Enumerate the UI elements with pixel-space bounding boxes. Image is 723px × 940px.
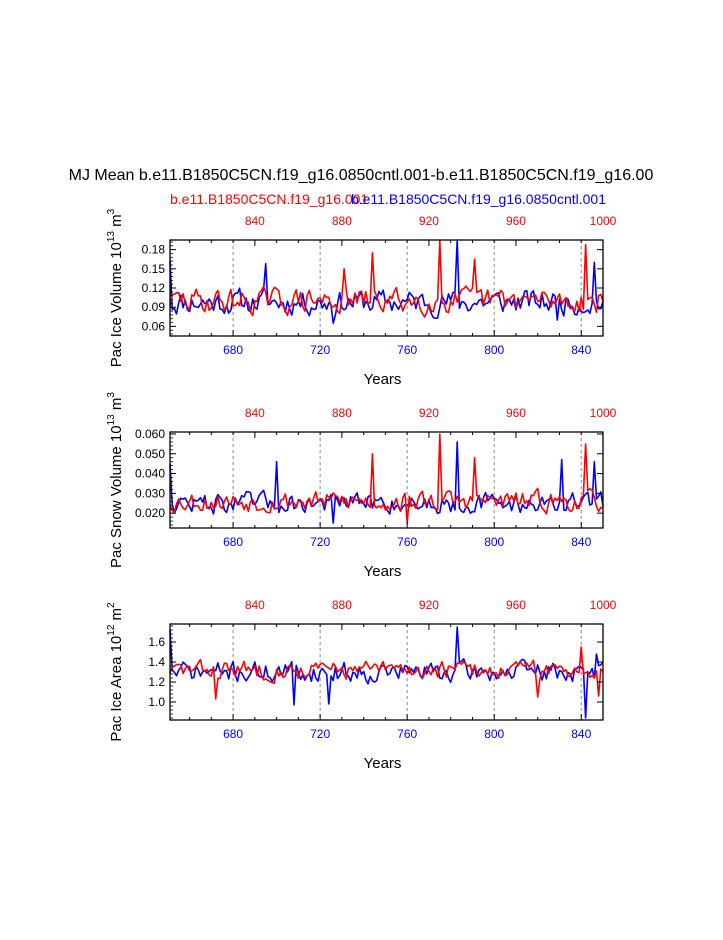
series-line-red <box>169 239 604 318</box>
y-axis-title-text: Pac Ice Area 10 <box>108 636 125 742</box>
x-tick-label-top: 1000 <box>590 406 617 420</box>
y-tick-label: 1.0 <box>148 695 165 709</box>
y-tick-label: 0.020 <box>135 506 165 520</box>
x-tick-label-top: 840 <box>245 598 265 612</box>
y-tick-label: 0.12 <box>142 281 166 295</box>
series-line-red <box>169 433 604 524</box>
x-tick-label-top: 960 <box>506 214 526 228</box>
x-tick-label-bottom: 800 <box>484 343 504 357</box>
x-tick-label-bottom: 720 <box>310 535 330 549</box>
y-tick-label: 1.6 <box>148 635 165 649</box>
legend-blue-label: b.e11.B1850C5CN.f19_g16.0850cntl.001 <box>351 191 606 207</box>
x-tick-label-top: 1000 <box>590 598 617 612</box>
x-tick-label-bottom: 680 <box>223 535 243 549</box>
y-axis-title-unit-exp: 3 <box>106 392 117 398</box>
y-tick-label: 1.2 <box>148 675 165 689</box>
y-axis-title-unit-exp: 3 <box>106 208 117 214</box>
x-axis-title: Years <box>364 755 402 772</box>
y-tick-label: 1.4 <box>148 655 165 669</box>
x-tick-label-bottom: 720 <box>310 343 330 357</box>
y-axis-title-exp: 13 <box>106 231 117 243</box>
series-line-red <box>169 646 604 700</box>
x-axis-title: Years <box>364 371 402 388</box>
x-tick-label-top: 840 <box>245 406 265 420</box>
x-tick-label-bottom: 680 <box>223 343 243 357</box>
panel-3: 680 720 760 800 840 840 880 920 960 1000 1.0 1.2 1.4… <box>106 598 617 772</box>
x-tick-label-top: 840 <box>245 214 265 228</box>
x-tick-label-top: 920 <box>419 406 439 420</box>
figure-title: MJ Mean b.e11.B1850C5CN.f19_g16.0850cntl… <box>69 167 654 184</box>
x-tick-label-bottom: 760 <box>397 343 417 357</box>
y-tick-label: 0.09 <box>142 300 166 314</box>
x-tick-label-top: 920 <box>419 214 439 228</box>
y-tick-label: 0.060 <box>135 427 165 441</box>
y-axis-title-exp: 12 <box>106 624 117 636</box>
y-tick-label: 0.15 <box>142 262 166 276</box>
y-axis-title-text: Pac Snow Volume 10 <box>108 425 125 568</box>
x-tick-label-top: 920 <box>419 598 439 612</box>
series-line-blue <box>169 626 604 719</box>
x-tick-label-top: 880 <box>332 406 352 420</box>
x-tick-label-bottom: 760 <box>397 535 417 549</box>
x-tick-label-bottom: 840 <box>571 343 591 357</box>
y-axis-title-exp: 13 <box>106 414 117 426</box>
plot-frame <box>169 623 604 721</box>
y-tick-label: 0.050 <box>135 447 165 461</box>
y-axis-title: Pac Ice Volume 1013 m3 <box>106 208 125 367</box>
y-tick-label: 0.06 <box>142 319 166 333</box>
x-tick-label-bottom: 800 <box>484 727 504 741</box>
series-line-blue <box>169 239 604 324</box>
x-tick-label-bottom: 720 <box>310 727 330 741</box>
plot-frame <box>169 431 604 529</box>
legend-red-label: b.e11.B1850C5CN.f19_g16.001 <box>170 191 368 207</box>
x-tick-label-bottom: 840 <box>571 535 591 549</box>
y-axis-title-unit: m <box>108 398 125 415</box>
y-tick-label: 0.030 <box>135 486 165 500</box>
panel-1: 680 720 760 800 840 840 880 920 960 1000 0.06 0.09 0… <box>106 208 617 388</box>
y-tick-label: 0.18 <box>142 243 166 257</box>
x-tick-label-top: 960 <box>506 598 526 612</box>
y-axis-title: Pac Snow Volume 1013 m3 <box>106 392 125 568</box>
y-axis-title-unit-exp: 2 <box>106 602 117 608</box>
x-tick-label-top: 880 <box>332 598 352 612</box>
x-tick-label-top: 1000 <box>590 214 617 228</box>
series-line-blue <box>169 441 604 524</box>
y-axis-title-unit: m <box>108 214 125 231</box>
x-tick-label-top: 880 <box>332 214 352 228</box>
x-tick-label-bottom: 760 <box>397 727 417 741</box>
y-tick-label: 0.040 <box>135 467 165 481</box>
y-axis-title-unit: m <box>108 608 125 625</box>
plot-frame <box>169 239 604 337</box>
x-tick-label-bottom: 800 <box>484 535 504 549</box>
y-axis-title: Pac Ice Area 1012 m2 <box>106 602 125 742</box>
x-tick-label-bottom: 840 <box>571 727 591 741</box>
panels: 680 720 760 800 840 840 880 920 960 1000 0.06 0.09 0… <box>106 208 617 772</box>
x-axis-title: Years <box>364 563 402 580</box>
panel-2: 680 720 760 800 840 840 880 920 960 1000 0.020 0.03… <box>106 392 617 580</box>
y-axis-title-text: Pac Ice Volume 10 <box>108 242 125 367</box>
x-tick-label-top: 960 <box>506 406 526 420</box>
x-tick-label-bottom: 680 <box>223 727 243 741</box>
